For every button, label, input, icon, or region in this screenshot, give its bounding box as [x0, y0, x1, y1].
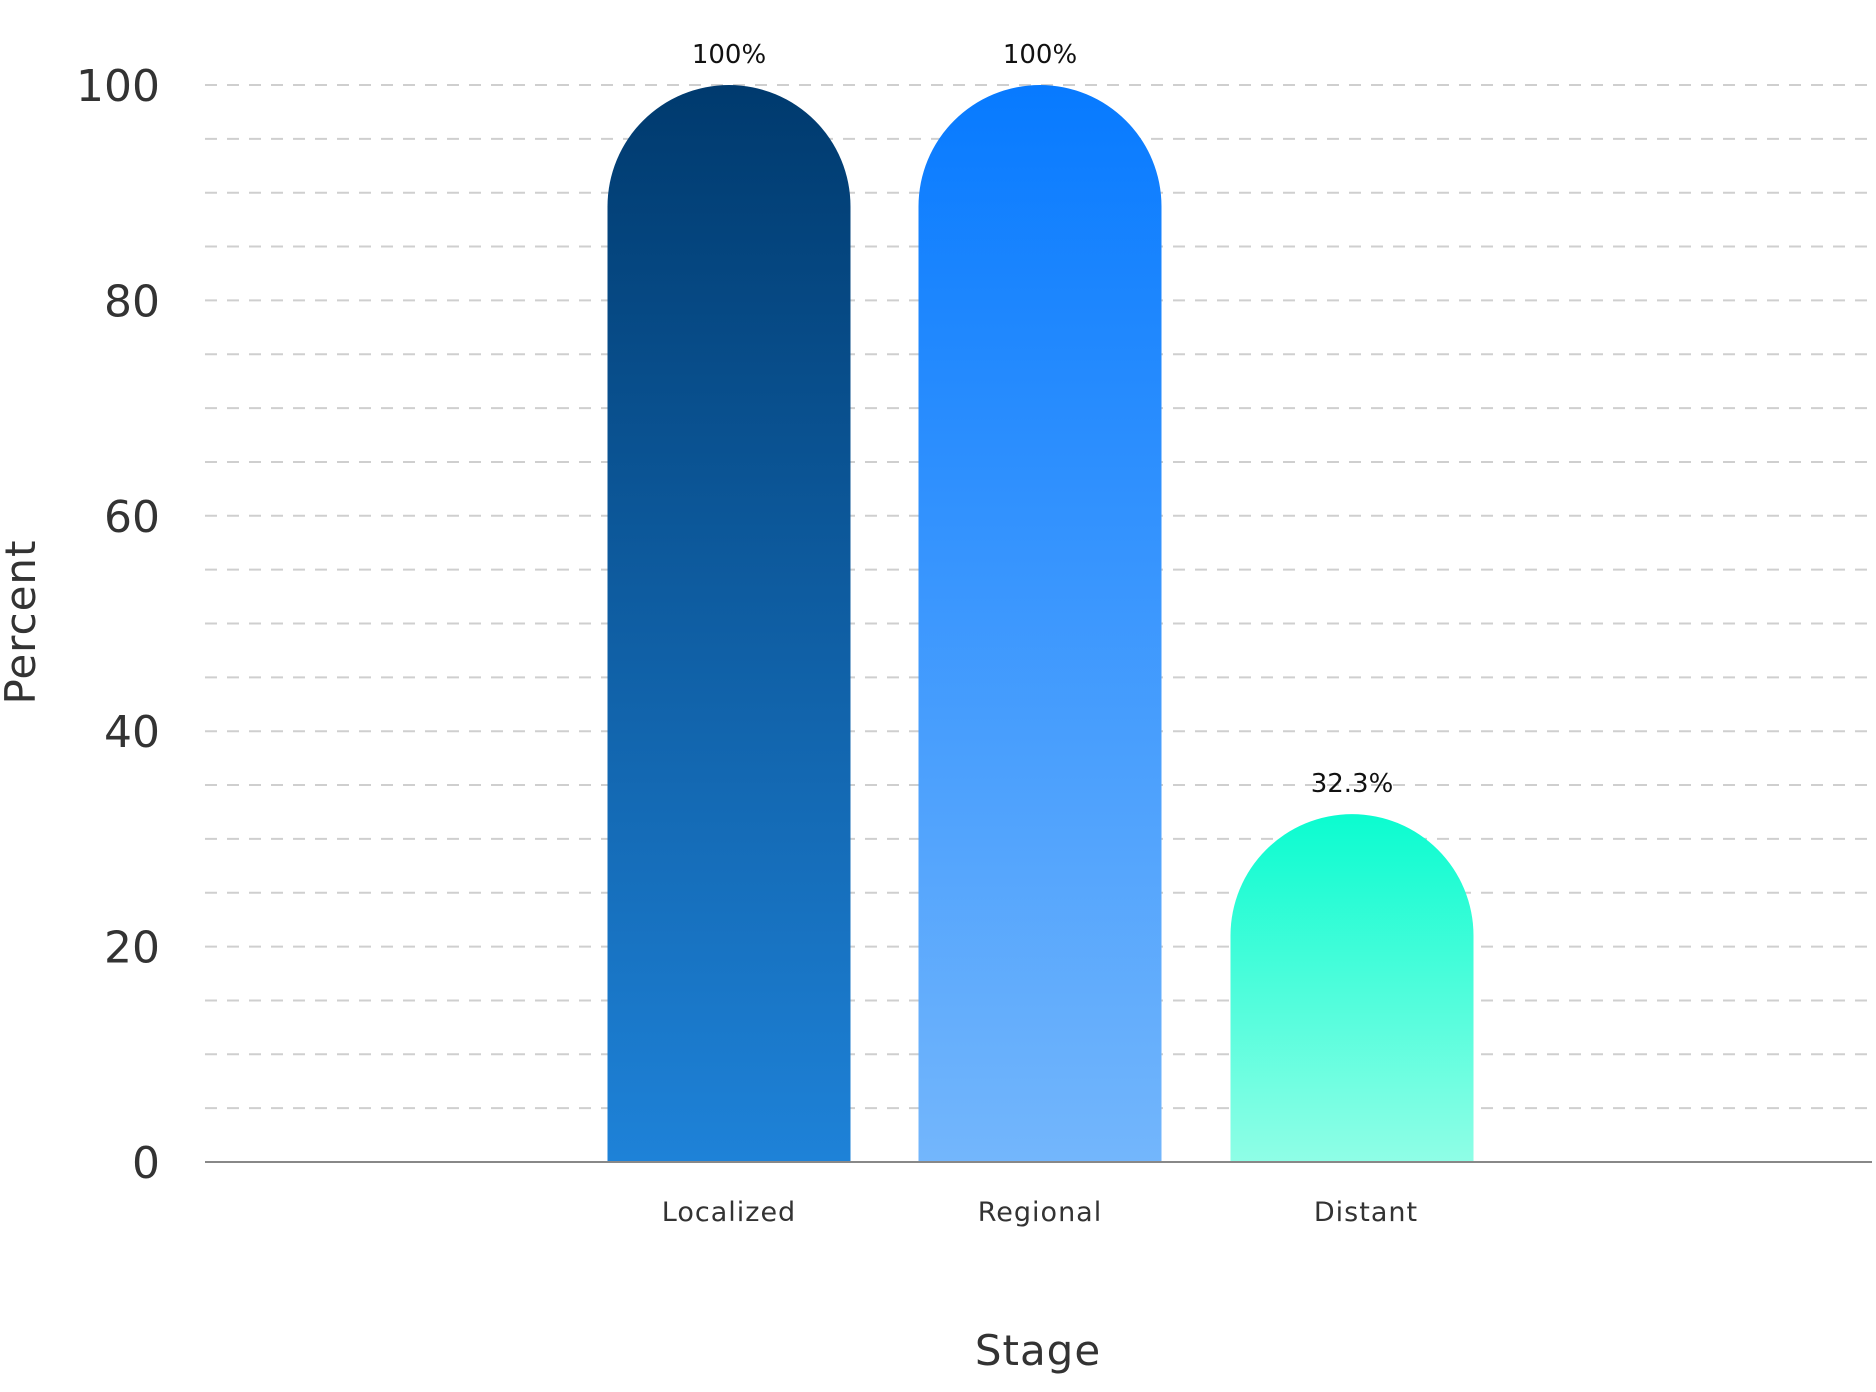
data-labels: 100% 100% 32.3%	[692, 40, 1393, 799]
y-tick-label: 80	[104, 276, 160, 327]
bars	[607, 84, 1474, 1162]
bar-localized	[607, 84, 851, 1162]
y-tick-label: 60	[104, 492, 160, 543]
x-tick-label: Distant	[1314, 1197, 1418, 1228]
y-tick-label: 40	[104, 707, 160, 758]
y-tick-label: 20	[104, 923, 160, 974]
y-axis-title: Percent	[0, 539, 45, 704]
data-label: 32.3%	[1311, 769, 1394, 799]
x-tick-label: Regional	[978, 1197, 1102, 1228]
y-tick-label: 0	[132, 1138, 160, 1189]
y-tick-label: 100	[76, 61, 160, 112]
data-label: 100%	[1003, 40, 1077, 70]
y-axis-ticks: 0 20 40 60 80 100	[76, 61, 160, 1189]
data-label: 100%	[692, 40, 766, 70]
bar-distant	[1230, 814, 1474, 1162]
bar-regional	[918, 84, 1162, 1162]
x-axis-title: Stage	[975, 1326, 1101, 1375]
x-axis-ticks: Localized Regional Distant	[662, 1197, 1418, 1228]
gridlines	[205, 84, 1872, 1110]
x-tick-label: Localized	[662, 1197, 796, 1228]
